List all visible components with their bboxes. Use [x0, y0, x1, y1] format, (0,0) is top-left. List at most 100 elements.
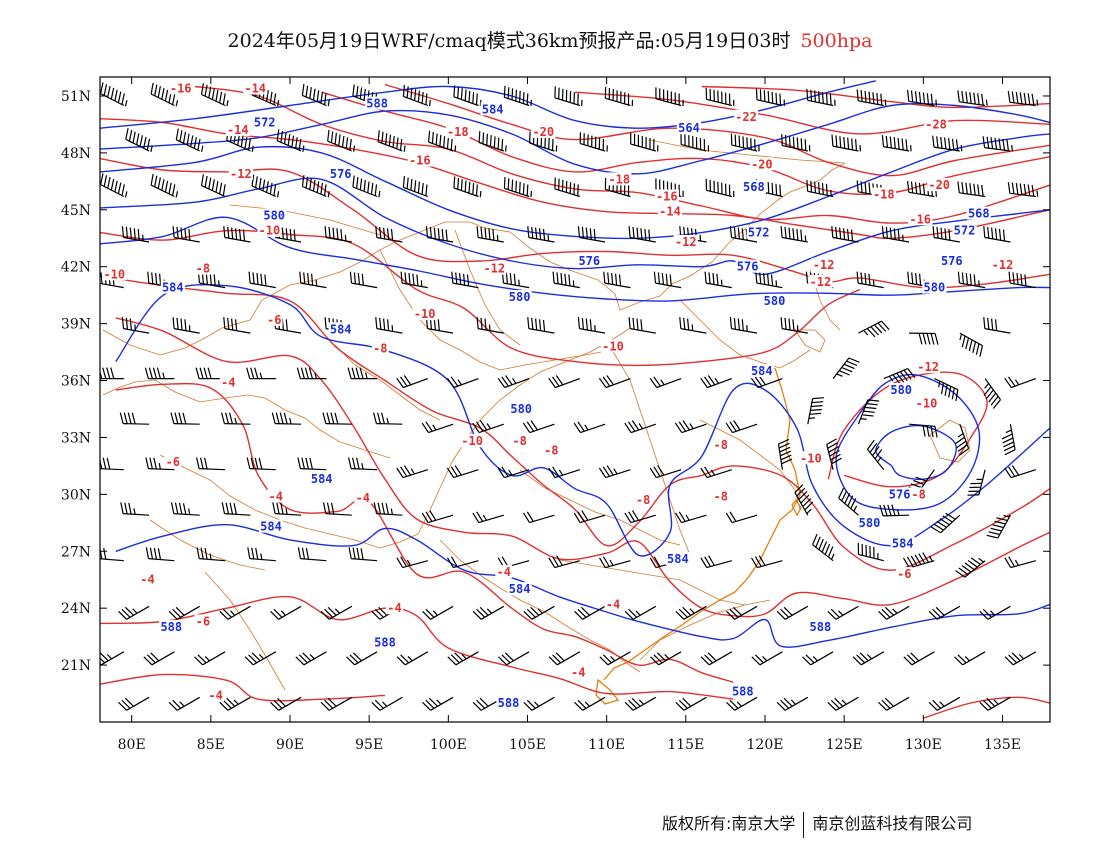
label-halo: [507, 582, 532, 596]
copyright-left: 版权所有:南京大学: [662, 814, 796, 833]
temperature-contour: [701, 85, 1050, 109]
wind-barb: [498, 651, 530, 666]
wind-barb: [979, 696, 1011, 711]
height-label: 576: [330, 167, 352, 181]
temperature-label: -4: [268, 489, 282, 503]
wind-barb: [320, 696, 353, 711]
temperature-label: -12: [810, 275, 832, 289]
label-halo: [509, 402, 534, 415]
temperature-label: -8: [713, 489, 727, 503]
lon-label: 120E: [747, 737, 784, 753]
wind-barb: [857, 399, 880, 425]
wind-barb: [271, 412, 302, 425]
wind-barb: [802, 651, 834, 666]
label-halo: [328, 166, 353, 180]
wind-barb: [548, 555, 580, 569]
wind-barb: [705, 87, 735, 107]
wind-barb: [909, 423, 938, 438]
wind-barb: [196, 547, 226, 562]
label-halo: [482, 261, 507, 275]
wind-barb: [957, 271, 986, 289]
wind-barb: [655, 87, 684, 107]
label-halo: [798, 451, 823, 465]
wind-barb: [248, 271, 276, 289]
wind-barb: [807, 397, 825, 425]
temperature-contour: [923, 696, 1050, 719]
label-halo: [952, 223, 977, 237]
label-halo: [910, 487, 927, 501]
lon-label: 90E: [276, 737, 304, 753]
wind-barb: [396, 556, 428, 569]
label-halo: [889, 383, 914, 396]
temperature-label: -12: [675, 235, 697, 249]
label-halo: [634, 493, 652, 506]
wind-barb: [554, 86, 583, 107]
wind-barb: [574, 696, 606, 711]
wind-barb: [446, 556, 479, 569]
wind-barb: [472, 420, 504, 434]
wind-barb: [755, 88, 785, 107]
height-label: 572: [254, 116, 276, 130]
temperature-label: -6: [267, 313, 281, 327]
wind-barb: [959, 332, 984, 357]
wind-barb: [867, 439, 885, 471]
label-halo: [445, 125, 470, 138]
label-halo: [741, 180, 766, 193]
label-halo: [164, 455, 182, 469]
label-halo: [654, 189, 679, 203]
chart-title: 2024年05月19日WRF/cmaq模式36km预报产品:05月19日03时 5…: [0, 26, 1100, 53]
wind-barb: [170, 412, 200, 425]
wind-barb: [100, 651, 125, 666]
label-halo: [365, 96, 390, 110]
wind-barb: [930, 512, 961, 534]
label-halo: [207, 688, 224, 702]
label-halo: [871, 187, 896, 201]
wind-barb: [523, 696, 555, 711]
label-halo: [496, 696, 521, 709]
temperature-label: -16: [656, 190, 678, 204]
height-label: 584: [260, 520, 282, 534]
height-label: 584: [311, 472, 333, 486]
wind-barb: [932, 135, 963, 152]
label-halo: [168, 81, 193, 95]
label-halo: [890, 536, 915, 550]
wind-barb: [979, 605, 1011, 620]
height-contour: [100, 80, 876, 129]
wind-barb: [1004, 556, 1036, 569]
temperature-label: -10: [461, 434, 483, 448]
wind-barb: [552, 271, 580, 289]
wind-barb: [674, 511, 707, 524]
label-halo: [252, 115, 277, 129]
wind-barb: [501, 271, 530, 289]
wind-barb: [371, 696, 403, 711]
height-labels: 588 584 572 564 576 568 580 572 568 572 576 576 576 5…: [159, 96, 991, 710]
temperature-label: -8: [373, 341, 387, 355]
temperature-label: -18: [608, 172, 630, 186]
temperature-labels: -16 -14-14 -18 -20-22-28-16-12 -18-20-20-18-…: [102, 81, 1015, 702]
wind-barb: [573, 510, 606, 524]
label-halo: [966, 206, 991, 220]
temperature-label: -20: [532, 125, 554, 139]
wind-barb: [902, 552, 935, 569]
lat-label: 39N: [61, 317, 91, 333]
lon-label: 80E: [118, 737, 146, 753]
wind-barb: [832, 357, 860, 379]
label-halo: [923, 117, 949, 131]
temperature-label: -12: [230, 167, 252, 181]
temperature-label: -12: [992, 258, 1014, 272]
wind-barb: [297, 457, 327, 471]
wind-barb: [675, 605, 707, 620]
height-label: 588: [374, 635, 396, 649]
wind-barb: [244, 651, 277, 666]
wind-barb: [548, 466, 580, 479]
label-halo: [412, 307, 437, 321]
wind-barb: [125, 128, 153, 153]
label-halo: [262, 208, 287, 222]
temperature-label: -6: [897, 567, 911, 581]
height-label: 576: [941, 254, 963, 268]
temperature-label: -14: [244, 81, 266, 95]
wind-barb: [679, 317, 707, 334]
wind-barb: [700, 375, 733, 389]
footer-separator: [803, 811, 805, 838]
wind-barb: [422, 696, 454, 711]
